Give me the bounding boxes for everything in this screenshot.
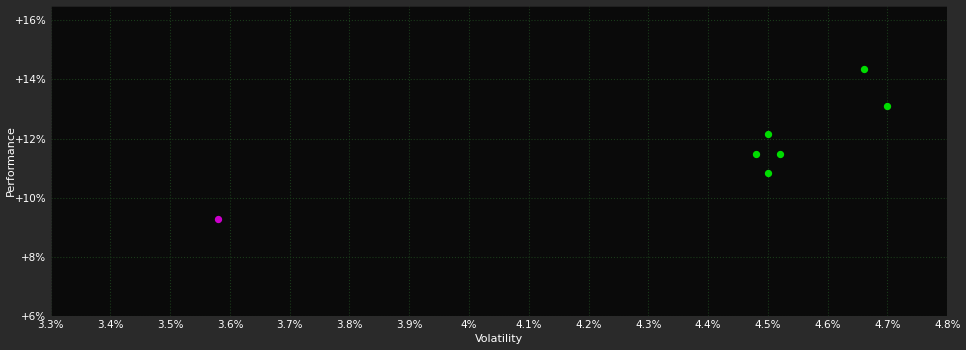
Point <box>760 170 776 175</box>
Point <box>772 151 787 157</box>
Y-axis label: Performance: Performance <box>6 125 15 196</box>
Point <box>856 66 871 72</box>
Point <box>749 151 764 157</box>
X-axis label: Volatility: Volatility <box>475 335 523 344</box>
Point <box>211 216 226 221</box>
Point <box>760 131 776 137</box>
Point <box>880 103 895 109</box>
